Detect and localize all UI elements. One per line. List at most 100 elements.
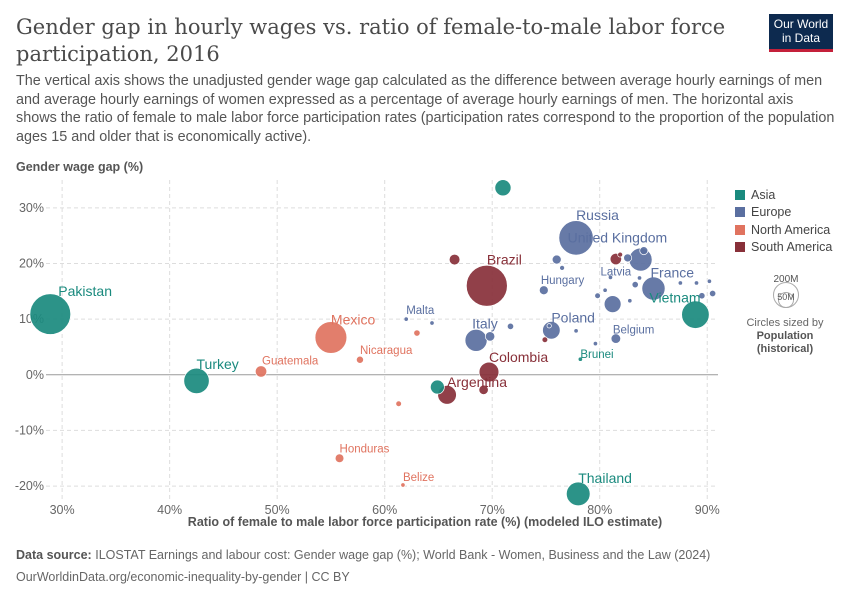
point-italy (464, 328, 488, 352)
point-country-31 (698, 292, 706, 300)
legend-item-asia[interactable]: Asia (735, 186, 832, 204)
point-france (641, 276, 666, 301)
x-tick-label-60: 60% (372, 503, 397, 517)
y-tick-label-10: -10% (15, 423, 44, 437)
point-country-41 (602, 287, 608, 293)
point-turkey (183, 367, 210, 394)
size-legend-variable-suffix: (historical) (756, 343, 814, 355)
size-legend-small-circle (778, 292, 794, 308)
point-label-poland: Poland (551, 309, 595, 325)
point-belize (400, 482, 406, 488)
point-label-vietnam: Vietnam (649, 290, 700, 306)
point-country-14 (494, 179, 512, 197)
x-tick-label-30: 30% (50, 503, 75, 517)
x-tick-label-40: 40% (157, 503, 182, 517)
y-tick-label-20: -20% (15, 479, 44, 493)
point-label-mexico: Mexico (331, 311, 376, 327)
point-country-33 (395, 400, 402, 407)
source-text: ILOSTAT Earnings and labour cost: Gender… (95, 548, 711, 562)
x-tick-label-50: 50% (265, 503, 290, 517)
point-country-20 (478, 384, 489, 395)
size-legend-small-label: 50M (777, 292, 795, 302)
x-axis-title: Ratio of female to male labor force part… (187, 515, 663, 529)
point-label-belize: Belize (403, 472, 434, 484)
point-country-45 (677, 280, 683, 286)
x-tick-label-80: 80% (587, 503, 612, 517)
point-label-hungary: Hungary (541, 275, 585, 287)
point-country-29 (506, 322, 515, 330)
point-country-15 (430, 379, 445, 395)
point-country-44 (636, 275, 643, 281)
y-tick-label-0: 0% (26, 368, 44, 382)
point-label-russia: Russia (576, 207, 619, 223)
logo-line-1: Our World (773, 17, 829, 31)
point-country-25 (623, 253, 633, 263)
point-label-honduras: Honduras (340, 443, 390, 455)
point-honduras (334, 453, 345, 463)
point-label-pakistan: Pakistan (58, 283, 112, 299)
y-tick-label-30: 30% (19, 201, 44, 215)
point-country-50 (693, 280, 700, 286)
point-guatemala (254, 365, 268, 378)
legend-item-north-america[interactable]: North America (735, 221, 832, 239)
y-tick-label-20: 20% (19, 256, 44, 270)
point-country-32 (709, 289, 717, 298)
x-tick-label-70: 70% (480, 503, 505, 517)
point-label-france: France (650, 265, 694, 281)
point-country-21 (484, 331, 496, 342)
point-label-united-kingdom: United Kingdom (568, 230, 668, 246)
point-vietnam (681, 300, 710, 329)
point-country-13 (603, 295, 622, 313)
point-label-colombia: Colombia (489, 349, 548, 365)
point-hungary (538, 285, 549, 296)
point-country-37 (617, 251, 623, 258)
point-label-turkey: Turkey (197, 356, 239, 372)
point-thailand (566, 481, 591, 507)
x-tick-label-90: 90% (695, 503, 720, 517)
point-label-belgium: Belgium (613, 325, 655, 337)
legend-swatch-europe (735, 207, 745, 218)
point-label-guatemala: Guatemala (262, 355, 319, 367)
point-label-latvia: Latvia (600, 266, 631, 278)
point-country-22 (551, 254, 562, 265)
size-legend-big-label: 200M (773, 274, 799, 285)
point-country-43 (429, 320, 435, 326)
owid-logo[interactable]: Our World in Data (769, 14, 833, 52)
legend: Asia Europe North America South America (735, 186, 832, 256)
legend-item-south-america[interactable]: South America (735, 239, 832, 257)
size-legend-note: Circles sized by (746, 317, 824, 329)
point-colombia (478, 361, 500, 383)
point-belgium (610, 333, 622, 344)
footer-url[interactable]: OurWorldinData.org/economic-inequality-b… (16, 570, 350, 584)
chart-subtitle: The vertical axis shows the unadjusted g… (16, 73, 835, 145)
point-mexico (314, 321, 348, 354)
logo-line-2: in Data (781, 31, 821, 45)
point-latvia (607, 274, 614, 280)
legend-item-europe[interactable]: Europe (735, 204, 832, 222)
legend-swatch-asia (735, 189, 745, 200)
legend-label-asia: Asia (751, 187, 776, 202)
point-label-malta: Malta (406, 305, 435, 317)
point-country-48 (592, 341, 598, 347)
footer-source: Data source: ILOSTAT Earnings and labour… (16, 548, 710, 562)
point-nicaragua (356, 355, 364, 364)
point-label-nicaragua: Nicaragua (360, 345, 413, 357)
point-brunei (577, 356, 583, 362)
legend-swatch-south-america (735, 242, 745, 253)
point-country-28 (413, 329, 421, 337)
legend-label-north-america: North America (751, 222, 831, 237)
point-label-brazil: Brazil (487, 252, 522, 268)
point-country-35 (594, 292, 601, 299)
point-label-argentina: Argentina (447, 374, 507, 390)
size-legend-variable: Population (756, 330, 814, 342)
point-russia (558, 220, 594, 256)
point-brazil (465, 264, 508, 307)
point-label-brunei: Brunei (580, 349, 613, 361)
point-country-34 (541, 336, 549, 343)
point-pakistan (29, 293, 72, 335)
chart-title: Gender gap in hourly wages vs. ratio of … (16, 15, 726, 66)
source-label: Data source: (16, 548, 92, 562)
point-country-39 (546, 323, 552, 329)
point-country-36 (559, 265, 565, 271)
